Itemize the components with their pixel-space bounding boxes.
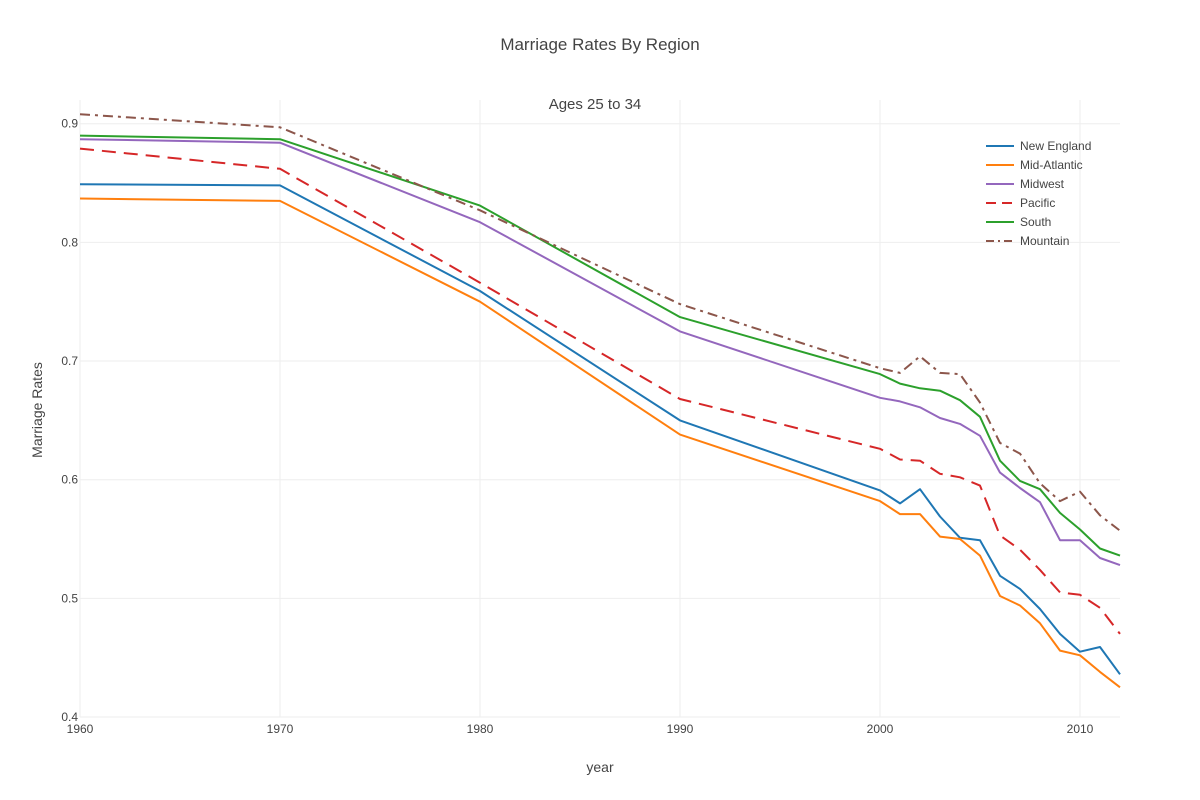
- series-line-new-england[interactable]: [79, 183, 1121, 675]
- y-axis-title: Marriage Rates: [29, 362, 45, 458]
- chart-title: Marriage Rates By Region: [500, 35, 699, 54]
- x-tick-label: 1980: [467, 722, 494, 736]
- legend-label: South: [1020, 215, 1051, 229]
- y-tick-label: 0.7: [61, 354, 78, 368]
- y-tick-label: 0.5: [61, 591, 78, 605]
- legend-label: Midwest: [1020, 177, 1065, 191]
- legend-label: Mountain: [1020, 234, 1069, 248]
- y-tick-label: 0.9: [61, 117, 78, 131]
- series-line-mountain[interactable]: [79, 113, 1121, 532]
- x-tick-label: 2000: [867, 722, 894, 736]
- legend-item[interactable]: Midwest: [986, 177, 1065, 191]
- legend-item[interactable]: New England: [986, 139, 1091, 153]
- legend-item[interactable]: Mountain: [986, 234, 1069, 248]
- legend-item[interactable]: South: [986, 215, 1051, 229]
- x-tick-label: 1990: [667, 722, 694, 736]
- axis-ticks: 1960 1970 1980 1990 2000 2010 0.4 0.5 0.6 0.7 0.8 0…: [61, 117, 1093, 736]
- legend-item[interactable]: Pacific: [986, 196, 1055, 210]
- x-tick-label: 1970: [267, 722, 294, 736]
- legend-item[interactable]: Mid-Atlantic: [986, 158, 1083, 172]
- y-tick-label: 0.6: [61, 473, 78, 487]
- x-tick-label: 1960: [67, 722, 94, 736]
- x-tick-label: 2010: [1067, 722, 1094, 736]
- series-line-pacific[interactable]: [79, 147, 1121, 635]
- chart-subtitle: Ages 25 to 34: [549, 96, 642, 113]
- y-tick-label: 0.8: [61, 235, 78, 249]
- series-lines: [79, 113, 1121, 689]
- x-axis-title: year: [586, 759, 614, 775]
- series-line-mid-atlantic[interactable]: [79, 197, 1121, 689]
- legend-label: New England: [1020, 139, 1091, 153]
- legend-label: Pacific: [1020, 196, 1055, 210]
- grid-lines: [79, 100, 1120, 718]
- y-tick-label: 0.4: [61, 710, 78, 724]
- legend[interactable]: New England Mid-Atlantic Midwest Pacific Sou…: [986, 139, 1091, 248]
- series-line-midwest[interactable]: [79, 138, 1121, 567]
- legend-label: Mid-Atlantic: [1020, 158, 1083, 172]
- series-line-south[interactable]: [79, 134, 1121, 557]
